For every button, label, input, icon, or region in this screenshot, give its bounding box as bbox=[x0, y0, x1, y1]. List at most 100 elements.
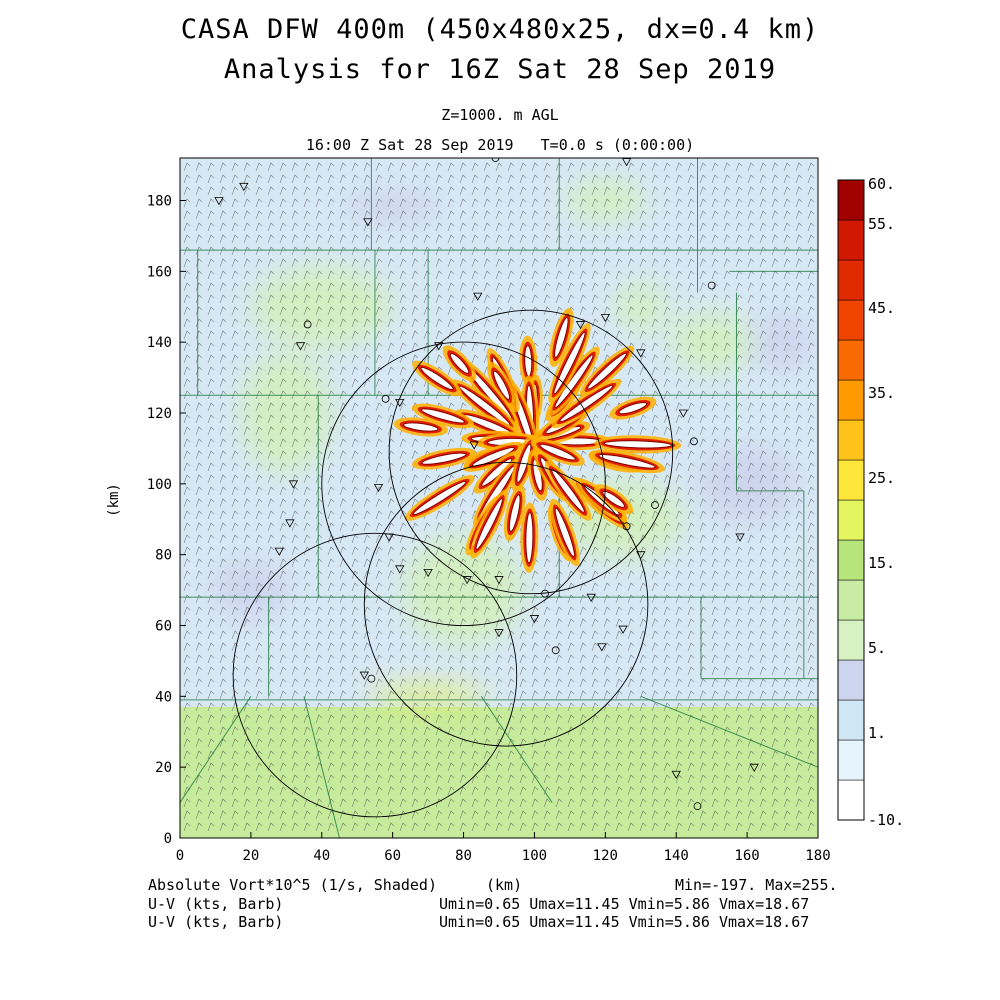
vorticity-streak bbox=[594, 484, 634, 515]
chart-title-line-1: CASA DFW 400m (450x480x25, dx=0.4 km) bbox=[180, 14, 820, 45]
station-triangle bbox=[494, 629, 504, 638]
station-triangle bbox=[735, 533, 745, 542]
station-triangle bbox=[600, 313, 611, 323]
streak-core bbox=[554, 317, 569, 358]
streak-core bbox=[420, 366, 454, 391]
streak-core bbox=[559, 384, 614, 423]
field-label: Absolute Vort*10^5 (1/s, Shaded) bbox=[148, 876, 437, 894]
x-tick-label: 40 bbox=[313, 848, 330, 864]
streak-core bbox=[449, 353, 470, 374]
streak-core bbox=[551, 468, 585, 513]
y-tick-label: 160 bbox=[147, 264, 172, 280]
station-circle bbox=[651, 501, 659, 509]
vorticity-streaks bbox=[393, 307, 682, 573]
vorticity-streak bbox=[548, 323, 591, 403]
radar-ring bbox=[388, 309, 674, 595]
uv-stats-1: Umin=0.65 Umax=11.45 Vmin=5.86 Vmax=18.6… bbox=[439, 895, 810, 913]
field-patch bbox=[697, 443, 798, 524]
field-patch bbox=[368, 684, 489, 709]
streak-core bbox=[508, 494, 521, 532]
field-patch bbox=[251, 266, 392, 347]
streak-core bbox=[618, 402, 648, 415]
streak-core bbox=[587, 352, 627, 390]
colorbar-swatch bbox=[837, 699, 865, 741]
station-triangle bbox=[678, 409, 689, 418]
x-tick-label: 180 bbox=[805, 848, 830, 864]
streak-core bbox=[603, 440, 672, 449]
station-triangle bbox=[529, 615, 540, 624]
vorticity-streak bbox=[404, 475, 475, 521]
station-triangle bbox=[288, 480, 299, 489]
station-triangle bbox=[469, 441, 479, 450]
station-triangle bbox=[597, 643, 607, 652]
vorticity-streak bbox=[470, 489, 509, 559]
station-triangle bbox=[285, 519, 295, 528]
streak-core bbox=[602, 490, 625, 508]
vorticity-streak bbox=[463, 441, 524, 472]
background-south-band bbox=[180, 706, 818, 838]
station-triangle bbox=[575, 321, 586, 330]
station-circle bbox=[303, 320, 312, 329]
streak-core bbox=[421, 408, 465, 424]
colorbar-swatch bbox=[837, 779, 865, 821]
station-circle bbox=[381, 394, 390, 403]
county-line bbox=[480, 696, 553, 803]
x-axis: 0 20 40 60 80 100 120 140 160 180 bbox=[176, 832, 831, 864]
streak-core bbox=[598, 454, 656, 469]
station-triangle bbox=[749, 763, 759, 772]
radar-range-rings bbox=[232, 309, 674, 818]
y-tick-label: 40 bbox=[155, 689, 172, 705]
field-patch bbox=[752, 312, 813, 373]
streak-core bbox=[493, 370, 511, 400]
colorbar-label: 35. bbox=[868, 384, 895, 402]
station-triangle bbox=[373, 483, 384, 493]
station-circle bbox=[491, 158, 500, 162]
vorticity-streak bbox=[503, 485, 526, 542]
vorticity-streak bbox=[519, 335, 538, 387]
field-patch bbox=[241, 353, 332, 473]
station-triangle bbox=[621, 158, 632, 167]
level-label: Z=1000. m AGL bbox=[441, 106, 559, 124]
y-axis-label: (km) bbox=[106, 483, 122, 517]
plot-frame bbox=[179, 157, 819, 839]
vorticity-streak bbox=[451, 379, 519, 433]
station-triangle bbox=[473, 292, 483, 301]
streak-core bbox=[459, 385, 511, 426]
vorticity-streak bbox=[412, 360, 462, 397]
barb-label-2: U-V (kts, Barb) bbox=[148, 913, 284, 931]
station-triangle bbox=[295, 342, 306, 351]
streak-core bbox=[553, 331, 586, 395]
radar-ring bbox=[363, 462, 649, 747]
colorbar-swatch bbox=[837, 459, 865, 501]
x-tick-label: 120 bbox=[593, 848, 618, 864]
vorticity-streak bbox=[548, 346, 600, 416]
field-patch bbox=[565, 180, 646, 221]
vorticity-streak bbox=[594, 435, 682, 454]
colorbar-label: -10. bbox=[868, 811, 904, 829]
x-axis-label: (km) bbox=[486, 876, 523, 894]
y-axis: 0 20 40 60 80 100 120 140 160 180 bbox=[147, 194, 186, 847]
y-tick-label: 100 bbox=[147, 477, 172, 493]
station-circle bbox=[541, 589, 549, 598]
colorbar-swatch bbox=[837, 379, 865, 421]
colorbar-label: 5. bbox=[868, 639, 886, 657]
colorbar-swatch bbox=[837, 539, 865, 581]
station-triangle bbox=[214, 197, 224, 206]
barb-label-1: U-V (kts, Barb) bbox=[148, 895, 284, 913]
streak-core bbox=[539, 443, 576, 461]
station-triangle bbox=[384, 533, 394, 542]
vorticity-streak bbox=[487, 361, 516, 409]
colorbar-swatch bbox=[837, 579, 865, 621]
chart-title-line-2: Analysis for 16Z Sat 28 Sep 2019 bbox=[223, 54, 777, 85]
vorticity-streak bbox=[544, 460, 592, 521]
station-circle bbox=[707, 281, 716, 290]
vorticity-streak bbox=[579, 345, 635, 397]
y-tick-label: 20 bbox=[155, 760, 172, 776]
x-tick-label: 140 bbox=[664, 848, 689, 864]
streak-core bbox=[554, 354, 594, 408]
station-circle bbox=[693, 802, 702, 811]
colorbar-swatch bbox=[837, 219, 865, 261]
station-triangle bbox=[239, 182, 249, 192]
station-circle bbox=[367, 674, 376, 683]
